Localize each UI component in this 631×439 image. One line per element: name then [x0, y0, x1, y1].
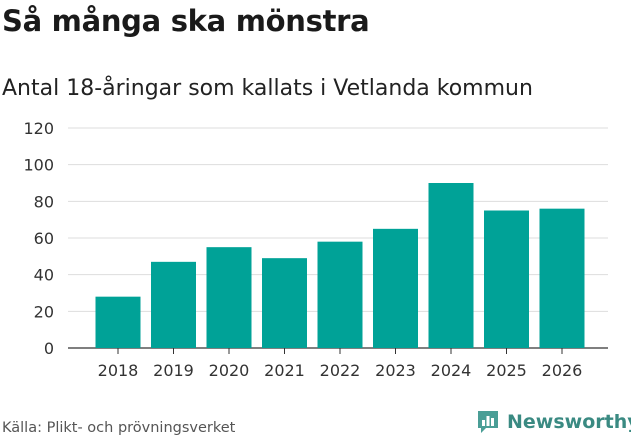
source-note: Källa: Plikt- och prövningsverket	[2, 420, 236, 436]
x-tick-label: 2019	[153, 361, 194, 380]
y-tick-label: 100	[23, 156, 54, 175]
chart-title: Så många ska mönstra	[2, 4, 370, 38]
y-tick-label: 80	[34, 192, 54, 211]
y-tick-label: 40	[34, 266, 54, 285]
bar-2021	[262, 258, 307, 348]
bar-2024	[428, 183, 474, 348]
brand-logo: Newsworthy	[476, 407, 631, 437]
x-tick-label: 2021	[264, 361, 305, 380]
x-tick-label: 2026	[542, 361, 583, 380]
bar-2022	[317, 241, 363, 348]
x-tick-label: 2020	[209, 361, 250, 380]
bar-2023	[373, 228, 418, 348]
bar-chart: 0 20 40 60 80 100 120 2018 2019 2020 2021 2022 2023 2…	[23, 119, 608, 380]
x-tick-label: 2024	[431, 361, 472, 380]
y-tick-label: 20	[34, 302, 54, 321]
bar-2018	[95, 296, 141, 348]
bar-2025	[484, 210, 529, 348]
newsworthy-logo-icon	[478, 411, 498, 433]
y-tick-label: 120	[23, 119, 54, 138]
y-tick-label: 0	[44, 339, 54, 358]
x-tick-label: 2025	[486, 361, 527, 380]
bar-2020	[206, 247, 252, 348]
bar-2026	[539, 208, 585, 348]
x-tick-label: 2018	[98, 361, 139, 380]
chart-subtitle: Antal 18-åringar som kallats i Vetlanda …	[2, 76, 533, 101]
x-tick-label: 2023	[375, 361, 416, 380]
bar-2019	[151, 261, 196, 348]
x-tick-label: 2022	[320, 361, 361, 380]
y-tick-label: 60	[34, 229, 54, 248]
brand-name: Newsworthy	[507, 411, 631, 433]
